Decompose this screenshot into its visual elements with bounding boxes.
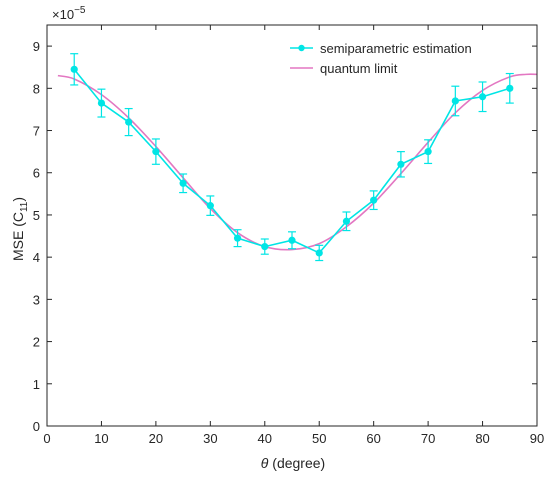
y-axis-label-close: ) bbox=[10, 197, 26, 202]
y-tick-label: 6 bbox=[33, 166, 40, 181]
y-axis-exponent: ×10−5 bbox=[52, 5, 86, 22]
legend: semiparametric estimation quantum limit bbox=[290, 41, 472, 76]
plot-frame bbox=[46, 24, 538, 427]
x-tick-label: 50 bbox=[312, 431, 326, 446]
y-tick-label: 5 bbox=[33, 208, 40, 223]
semiparametric-point bbox=[505, 72, 514, 104]
semiparametric-point bbox=[179, 173, 188, 194]
semiparametric-point bbox=[206, 195, 215, 216]
y-tick-label: 0 bbox=[33, 419, 40, 434]
data-marker bbox=[152, 148, 160, 156]
semiparametric-point bbox=[151, 138, 160, 165]
semiparametric-point bbox=[288, 231, 296, 250]
data-marker bbox=[261, 243, 269, 251]
legend-marker bbox=[298, 44, 305, 52]
y-tick-label: 4 bbox=[33, 250, 40, 265]
data-marker bbox=[342, 217, 351, 225]
data-marker bbox=[70, 65, 78, 73]
axes bbox=[46, 24, 538, 427]
y-axis-label-main: MSE (C bbox=[10, 212, 26, 261]
data-marker bbox=[315, 249, 323, 257]
x-tick-label: 10 bbox=[94, 431, 108, 446]
data-marker bbox=[424, 148, 432, 156]
semiparametric-point bbox=[233, 229, 242, 248]
y-exponent-power: −5 bbox=[74, 5, 86, 16]
axis-ticks: 0 10 20 30 40 50 60 70 80 90 0 1 2 3 4 5 6 7 8 9 bbox=[33, 25, 544, 446]
data-marker bbox=[233, 234, 242, 242]
y-tick-label: 9 bbox=[33, 39, 40, 54]
x-tick-label: 20 bbox=[149, 431, 163, 446]
data-marker bbox=[397, 160, 405, 168]
data-marker bbox=[288, 236, 296, 244]
y-tick-label: 7 bbox=[33, 124, 40, 139]
semiparametric-line bbox=[73, 68, 511, 254]
semiparametric-point bbox=[369, 190, 378, 211]
x-axis-label-symbol: θ bbox=[261, 455, 269, 471]
legend-label: quantum limit bbox=[320, 61, 398, 76]
plot-series bbox=[57, 53, 537, 262]
data-marker bbox=[179, 179, 187, 187]
semiparametric-point bbox=[478, 81, 487, 113]
x-tick-label: 40 bbox=[258, 431, 272, 446]
x-tick-label: 0 bbox=[43, 431, 50, 446]
legend-entry: semiparametric estimation bbox=[290, 41, 472, 56]
semiparametric-point bbox=[396, 151, 405, 178]
x-tick-label: 90 bbox=[530, 431, 544, 446]
y-tick-label: 1 bbox=[33, 377, 40, 392]
y-axis-label: MSE (C11) bbox=[10, 197, 30, 261]
semiparametric-point bbox=[342, 211, 351, 232]
y-tick-label: 2 bbox=[33, 335, 40, 350]
x-axis-label-text: (degree) bbox=[268, 455, 325, 471]
x-axis-label: θ (degree) bbox=[261, 455, 325, 471]
semiparametric-point bbox=[70, 53, 79, 86]
semiparametric-point bbox=[124, 107, 133, 137]
semiparametric-point bbox=[260, 238, 269, 255]
data-marker bbox=[506, 84, 514, 92]
data-marker bbox=[97, 99, 106, 107]
y-tick-label: 8 bbox=[33, 81, 40, 96]
quantum-limit-line bbox=[57, 73, 537, 251]
semiparametric-point bbox=[97, 88, 106, 118]
legend-entry: quantum limit bbox=[290, 61, 398, 76]
x-tick-label: 60 bbox=[366, 431, 380, 446]
y-axis-label-sub: 11 bbox=[19, 201, 30, 212]
y-exponent-base: ×10 bbox=[52, 7, 74, 22]
data-marker bbox=[370, 196, 378, 204]
x-tick-label: 80 bbox=[475, 431, 489, 446]
y-tick-label: 3 bbox=[33, 292, 40, 307]
semiparametric-point bbox=[315, 244, 324, 262]
data-marker bbox=[451, 97, 459, 105]
x-tick-label: 70 bbox=[421, 431, 435, 446]
semiparametric-point bbox=[451, 85, 460, 117]
data-marker bbox=[206, 202, 214, 210]
semiparametric-point bbox=[424, 139, 433, 165]
data-marker bbox=[125, 118, 133, 126]
legend-label: semiparametric estimation bbox=[320, 41, 472, 56]
x-tick-label: 30 bbox=[203, 431, 217, 446]
data-marker bbox=[478, 93, 487, 101]
